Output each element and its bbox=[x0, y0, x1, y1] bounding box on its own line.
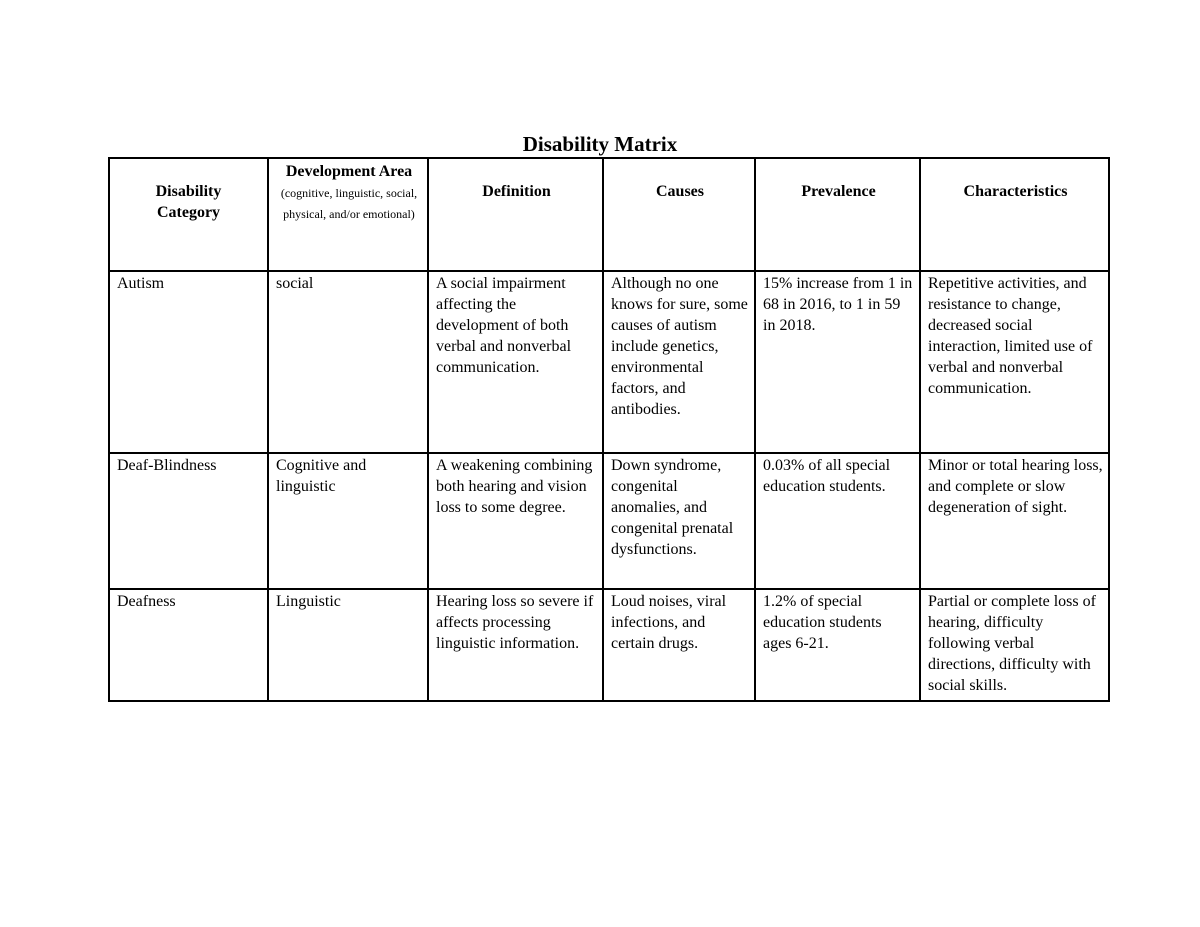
cell-prevalence: 1.2% of special education students ages … bbox=[754, 588, 921, 702]
cell-dev-area: Linguistic bbox=[267, 588, 429, 702]
cell-characteristics: Minor or total hearing loss, and complet… bbox=[919, 452, 1110, 590]
cell-category: Deaf-Blindness bbox=[108, 452, 269, 590]
header-category: Disability Category bbox=[108, 157, 269, 272]
header-characteristics: Characteristics bbox=[919, 157, 1110, 272]
table-row: Deafness Linguistic Hearing loss so seve… bbox=[108, 588, 1110, 702]
cell-definition: Hearing loss so severe if affects proces… bbox=[427, 588, 604, 702]
disability-matrix-table: Disability Category Development Area (co… bbox=[108, 157, 1110, 702]
cell-category: Autism bbox=[108, 270, 269, 454]
header-row: Disability Category Development Area (co… bbox=[108, 157, 1110, 272]
cell-category: Deafness bbox=[108, 588, 269, 702]
header-dev-area-note: (cognitive, linguistic, social, physical… bbox=[280, 186, 418, 221]
cell-causes: Loud noises, viral infections, and certa… bbox=[602, 588, 756, 702]
table-row: Autism social A social impairment affect… bbox=[108, 270, 1110, 454]
page-title: Disability Matrix bbox=[522, 132, 678, 156]
cell-definition: A weakening combining both hearing and v… bbox=[427, 452, 604, 590]
cell-dev-area: social bbox=[267, 270, 429, 454]
header-causes: Causes bbox=[602, 157, 756, 272]
cell-prevalence: 0.03% of all special education students. bbox=[754, 452, 921, 590]
cell-dev-area: Cognitive and linguistic bbox=[267, 452, 429, 590]
header-dev-area-label: Development Area bbox=[285, 163, 413, 180]
header-prevalence: Prevalence bbox=[754, 157, 921, 272]
cell-causes: Although no one knows for sure, some cau… bbox=[602, 270, 756, 454]
header-definition: Definition bbox=[427, 157, 604, 272]
cell-characteristics: Repetitive activities, and resistance to… bbox=[919, 270, 1110, 454]
cell-causes: Down syndrome, congenital anomalies, and… bbox=[602, 452, 756, 590]
header-dev-area: Development Area (cognitive, linguistic,… bbox=[267, 157, 429, 272]
cell-characteristics: Partial or complete loss of hearing, dif… bbox=[919, 588, 1110, 702]
table-row: Deaf-Blindness Cognitive and linguistic … bbox=[108, 452, 1110, 590]
cell-prevalence: 15% increase from 1 in 68 in 2016, to 1 … bbox=[754, 270, 921, 454]
cell-definition: A social impairment affecting the develo… bbox=[427, 270, 604, 454]
